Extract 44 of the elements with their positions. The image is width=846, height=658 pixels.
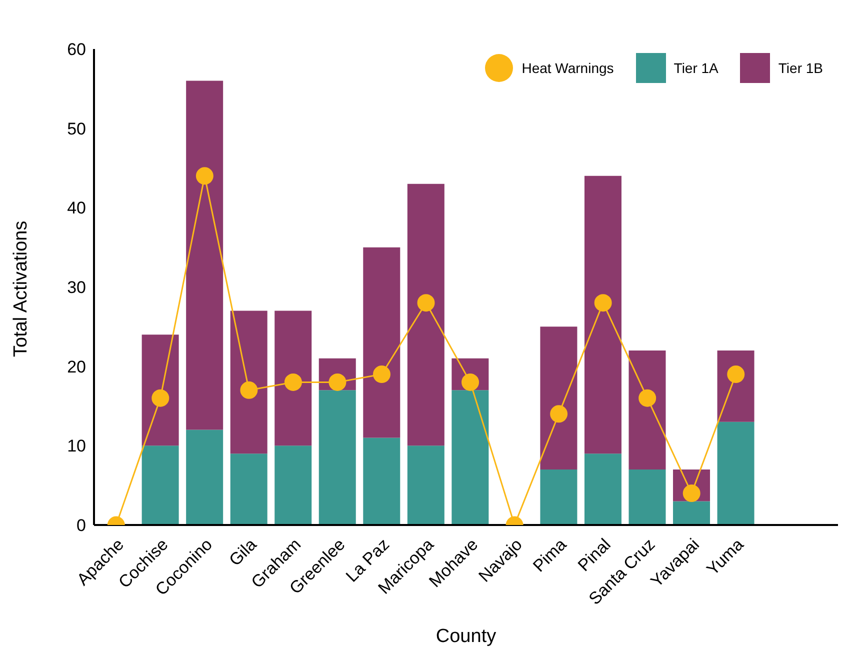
x-axis-title: County [436,626,497,647]
bar [230,310,268,454]
y-axis-title: Total Activations [10,220,32,357]
bar [673,501,710,525]
bar [186,80,224,430]
legend-label: Heat Warnings [522,60,614,76]
bar [142,446,179,525]
y-tick-label: 50 [67,119,86,138]
bar [142,334,179,446]
bar [363,438,400,525]
bar [363,247,400,438]
point [550,405,568,423]
point [196,167,214,185]
bar [540,326,578,470]
y-tick-label: 10 [67,436,86,456]
bar [186,430,224,525]
bar [407,184,444,446]
point [417,294,435,312]
bar [274,446,312,525]
y-tick-label: 0 [76,516,86,536]
y-tick-label: 60 [67,40,86,60]
bar [407,446,444,525]
y-tick-label: 20 [67,357,86,376]
bar [628,469,666,525]
bar [540,469,578,525]
bar [717,422,754,525]
point [638,389,656,407]
bar [318,390,356,525]
bar [452,390,489,525]
bar [584,176,622,454]
point [240,381,258,399]
point [152,389,170,407]
legend-label: Tier 1A [674,60,718,76]
legend-label: Tier 1B [778,60,823,76]
y-tick-label: 40 [67,198,86,218]
point [727,366,745,384]
point [372,366,390,384]
bar [628,350,666,470]
point [284,373,302,391]
bar [584,454,622,525]
point [594,294,612,312]
bar [230,454,268,525]
y-tick-label: 30 [67,278,86,298]
bar [274,310,312,446]
